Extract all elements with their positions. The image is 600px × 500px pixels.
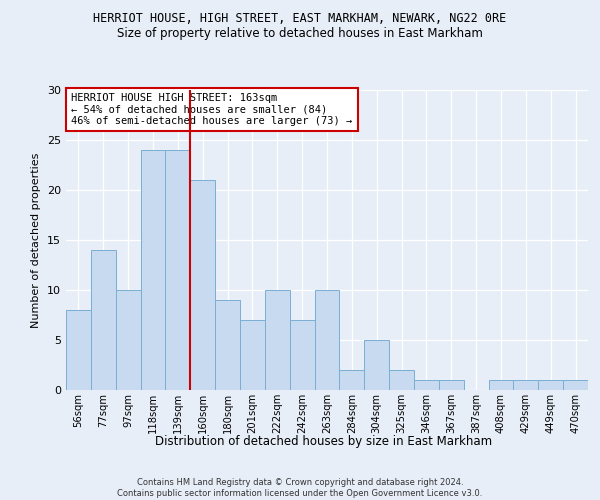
Bar [514,380,538,390]
Bar [488,380,514,390]
Bar [265,290,290,390]
Bar [538,380,563,390]
Bar [66,310,91,390]
Bar [166,150,190,390]
Text: Distribution of detached houses by size in East Markham: Distribution of detached houses by size … [155,435,493,448]
Bar [215,300,240,390]
Bar [414,380,439,390]
Bar [190,180,215,390]
Text: HERRIOT HOUSE, HIGH STREET, EAST MARKHAM, NEWARK, NG22 0RE: HERRIOT HOUSE, HIGH STREET, EAST MARKHAM… [94,12,506,26]
Bar [91,250,116,390]
Bar [290,320,314,390]
Bar [116,290,140,390]
Bar [140,150,166,390]
Text: Size of property relative to detached houses in East Markham: Size of property relative to detached ho… [117,28,483,40]
Bar [439,380,464,390]
Bar [314,290,340,390]
Bar [563,380,588,390]
Bar [240,320,265,390]
Text: Contains HM Land Registry data © Crown copyright and database right 2024.
Contai: Contains HM Land Registry data © Crown c… [118,478,482,498]
Bar [389,370,414,390]
Text: HERRIOT HOUSE HIGH STREET: 163sqm
← 54% of detached houses are smaller (84)
46% : HERRIOT HOUSE HIGH STREET: 163sqm ← 54% … [71,93,352,126]
Y-axis label: Number of detached properties: Number of detached properties [31,152,41,328]
Bar [364,340,389,390]
Bar [340,370,364,390]
